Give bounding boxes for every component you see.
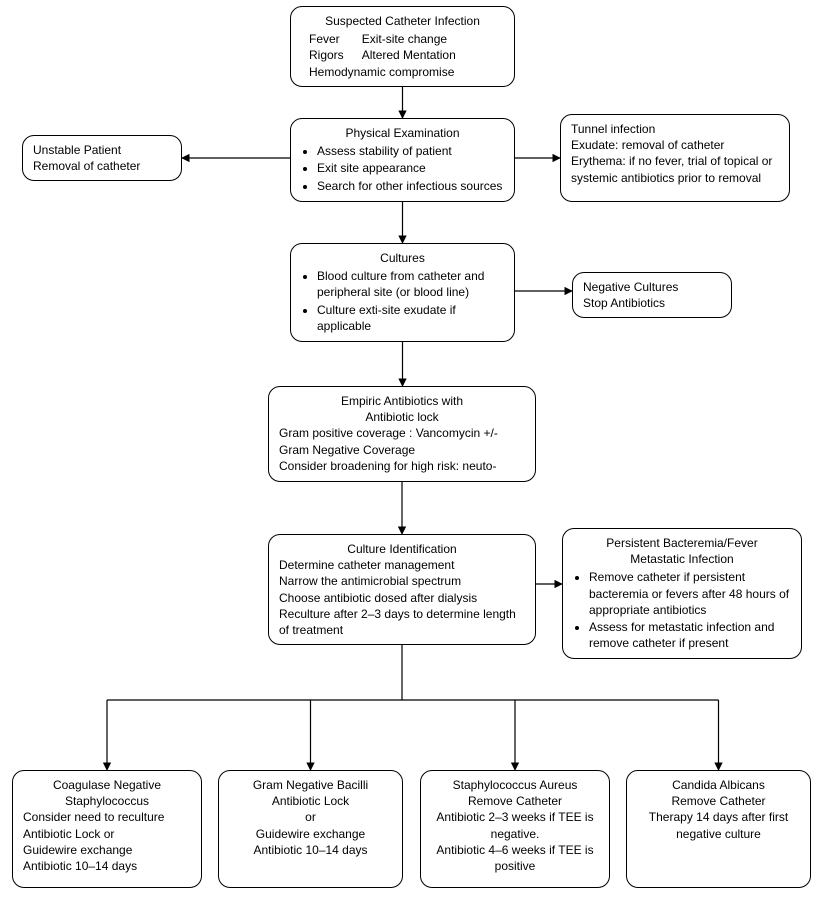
- bullet: Assess for metastatic infection and remo…: [589, 619, 791, 651]
- line: Removal of catheter: [33, 158, 171, 174]
- line: Antibiotic 4–6 weeks if TEE is positive: [431, 842, 599, 874]
- node-candida: Candida Albicans Remove Catheter Therapy…: [626, 770, 811, 888]
- symptom: Fever: [309, 31, 344, 47]
- line: or: [229, 809, 392, 825]
- flowchart-canvas: Suspected Catheter Infection Fever Rigor…: [0, 0, 823, 908]
- line: Reculture after 2–3 days to determine le…: [279, 606, 525, 638]
- line: Exudate: removal of catheter: [571, 137, 779, 153]
- line: Antibiotic 10–14 days: [229, 842, 392, 858]
- line: Negative Cultures: [583, 279, 721, 295]
- node-physical-exam: Physical Examination Assess stability of…: [290, 118, 515, 202]
- bullet: Assess stability of patient: [317, 143, 504, 159]
- node-persistent-bacteremia: Persistent Bacteremia/Fever Metastatic I…: [562, 528, 802, 659]
- node-title: Suspected Catheter Infection: [301, 13, 504, 29]
- node-title: Staphylococcus Aureus: [431, 777, 599, 793]
- node-coagulase-negative: Coagulase Negative Staphylococcus Consid…: [12, 770, 202, 888]
- line: Antibiotic Lock: [229, 793, 392, 809]
- node-title: Gram Negative Bacilli: [229, 777, 392, 793]
- bullet: Search for other infectious sources: [317, 178, 504, 194]
- line: Erythema: if no fever, trial of topical …: [571, 153, 779, 185]
- line: Tunnel infection: [571, 121, 779, 137]
- node-title: Culture Identification: [279, 541, 525, 557]
- symptom: Exit-site change: [362, 31, 456, 47]
- node-staph-aureus: Staphylococcus Aureus Remove Catheter An…: [420, 770, 610, 888]
- node-cultures: Cultures Blood culture from catheter and…: [290, 243, 515, 342]
- line: Gram positive coverage : Vancomycin +/-G…: [279, 425, 525, 457]
- node-title2: Staphylococcus: [23, 793, 191, 809]
- line: Guidewire exchange: [23, 842, 191, 858]
- bullet: Culture exti-site exudate if applicable: [317, 302, 504, 334]
- line: Narrow the antimicrobial spectrum: [279, 573, 525, 589]
- line: Remove Catheter: [637, 793, 800, 809]
- node-title: Persistent Bacteremia/Fever: [573, 535, 791, 551]
- node-suspected-infection: Suspected Catheter Infection Fever Rigor…: [290, 6, 515, 87]
- node-title: Empiric Antibiotics with: [279, 393, 525, 409]
- node-empiric-antibiotics: Empiric Antibiotics with Antibiotic lock…: [268, 386, 536, 482]
- node-tunnel-infection: Tunnel infection Exudate: removal of cat…: [560, 114, 790, 202]
- symptom: Rigors: [309, 47, 344, 63]
- line: Remove Catheter: [431, 793, 599, 809]
- line: Antibiotic 10–14 days: [23, 858, 191, 874]
- bullet: Remove catheter if persistent bacteremia…: [589, 569, 791, 618]
- line: Unstable Patient: [33, 142, 171, 158]
- node-gram-negative: Gram Negative Bacilli Antibiotic Lock or…: [218, 770, 403, 888]
- line: Guidewire exchange: [229, 826, 392, 842]
- bullet: Blood culture from catheter and peripher…: [317, 268, 504, 300]
- node-title: Candida Albicans: [637, 777, 800, 793]
- node-title: Cultures: [301, 250, 504, 266]
- line: Stop Antibiotics: [583, 295, 721, 311]
- node-unstable-patient: Unstable Patient Removal of catheter: [22, 135, 182, 181]
- line: Consider need to reculture: [23, 809, 191, 825]
- line: Antibiotic Lock or: [23, 826, 191, 842]
- line: Therapy 14 days after first negative cul…: [637, 809, 800, 841]
- node-culture-identification: Culture Identification Determine cathete…: [268, 534, 536, 645]
- node-negative-cultures: Negative Cultures Stop Antibiotics: [572, 272, 732, 318]
- symptom: Hemodynamic compromise: [301, 64, 504, 80]
- node-title2: Antibiotic lock: [279, 409, 525, 425]
- node-title2: Metastatic Infection: [573, 551, 791, 567]
- bullet: Exit site appearance: [317, 160, 504, 176]
- line: Consider broadening for high risk: neuto…: [279, 458, 525, 474]
- line: Choose antibiotic dosed after dialysis: [279, 590, 525, 606]
- symptom: Altered Mentation: [362, 47, 456, 63]
- line: Determine catheter management: [279, 557, 525, 573]
- line: Antibiotic 2–3 weeks if TEE is negative.: [431, 809, 599, 841]
- node-title: Physical Examination: [301, 125, 504, 141]
- node-title: Coagulase Negative: [23, 777, 191, 793]
